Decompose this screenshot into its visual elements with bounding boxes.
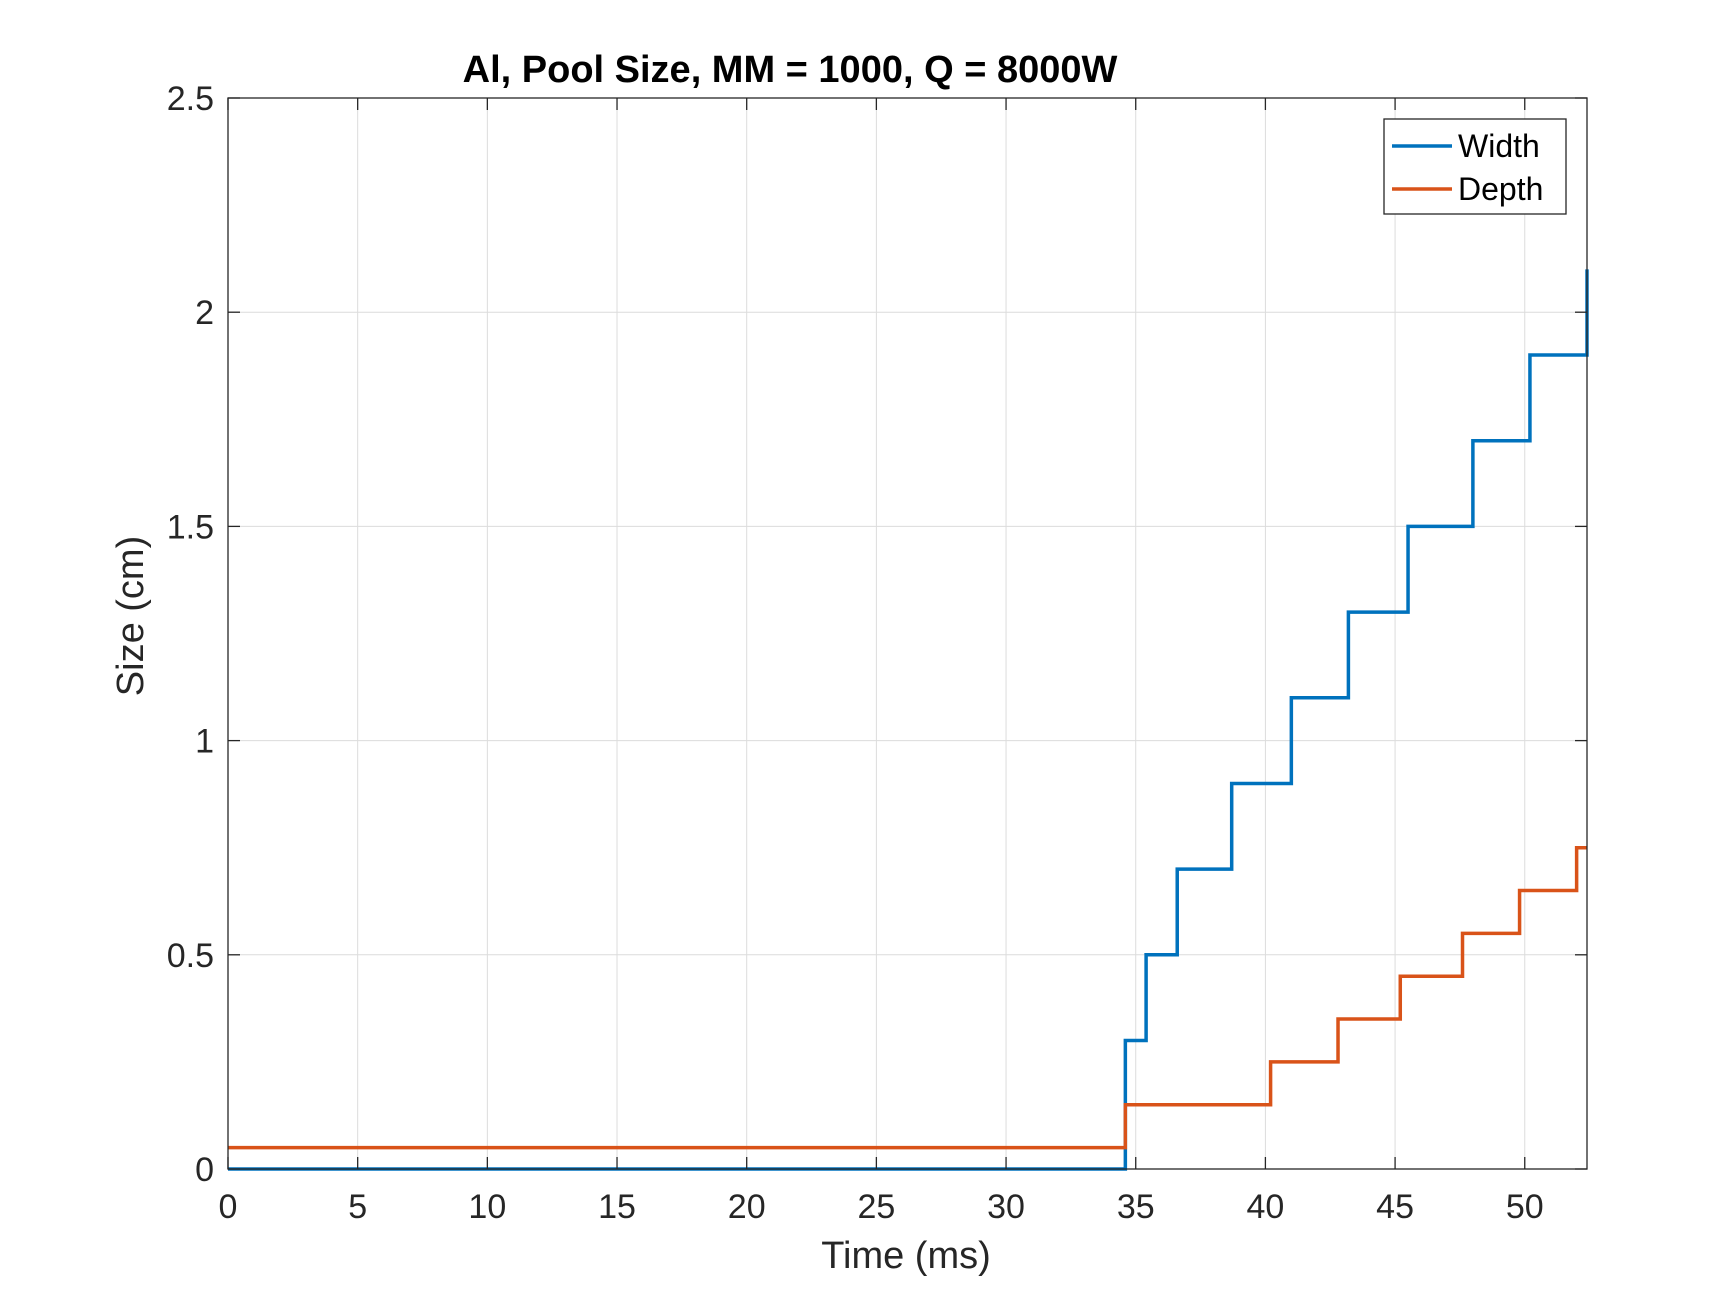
y-tick-label: 2.5 [167,80,214,118]
plot-area [228,269,1589,1171]
y-tick-label: 0 [195,1151,214,1189]
grid [227,97,1587,1170]
x-tick-label: 10 [468,1188,506,1226]
y-tick-label: 0.5 [167,937,214,975]
x-tick-label: 15 [598,1188,636,1226]
y-axis-label: Size (cm) [110,536,152,696]
axes [227,97,1588,1170]
y-tick-label: 1.5 [167,508,214,546]
x-tick-label: 45 [1376,1188,1414,1226]
x-tick-label: 40 [1246,1188,1284,1226]
tick-labels: 0 5 10 15 20 25 30 35 40 45 50 0 0.5 1 1.5 2 2.5 [167,80,1544,1226]
x-tick-label: 20 [728,1188,766,1226]
series-line-width [228,269,1589,1171]
y-tick-label: 1 [195,723,214,761]
x-tick-label: 5 [348,1188,367,1226]
axes-box [227,97,1588,1170]
x-axis-label: Time (ms) [821,1235,991,1277]
legend-box [1383,118,1567,215]
legend-label-width: Width [1458,128,1540,164]
x-tick-label: 50 [1506,1188,1544,1226]
chart-title: Al, Pool Size, MM = 1000, Q = 8000W [463,49,1118,91]
x-tick-label: 35 [1117,1188,1155,1226]
x-tick-label: 30 [987,1188,1025,1226]
y-tick-label: 2 [195,294,214,332]
x-tick-label: 0 [219,1188,238,1226]
legend: Width Depth [1383,118,1567,215]
x-tick-label: 25 [857,1188,895,1226]
series-line-depth [228,845,1587,1150]
legend-label-depth: Depth [1458,171,1543,207]
